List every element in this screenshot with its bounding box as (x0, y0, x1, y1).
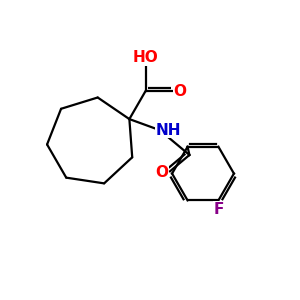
Text: F: F (213, 202, 224, 217)
Text: HO: HO (133, 50, 158, 65)
Text: NH: NH (156, 123, 182, 138)
Text: O: O (173, 83, 187, 98)
Text: O: O (155, 164, 168, 179)
